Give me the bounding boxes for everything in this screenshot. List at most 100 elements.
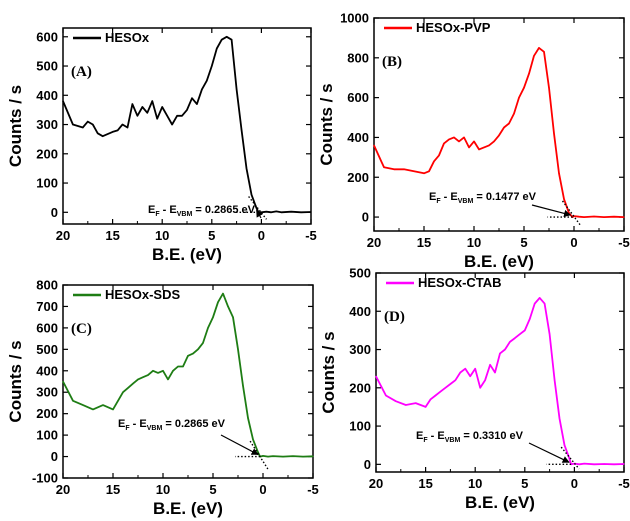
x-axis-title: B.E. (eV) [465,493,535,512]
data-point [478,148,480,150]
data-point [484,379,486,381]
data-point [182,365,184,368]
data-point [147,374,149,376]
data-point [310,211,312,213]
data-point [232,316,234,318]
annotation-e: E [416,430,423,442]
data-point [267,455,269,458]
data-point [623,216,625,218]
data-point [518,97,520,99]
data-point [82,126,84,129]
data-point [383,166,385,168]
x-tick-label: 10 [156,482,170,497]
data-point [474,368,476,370]
annotation-dash: - E [441,191,458,203]
x-tick-label: 5 [208,228,215,243]
y-tick-label: 500 [36,59,58,74]
data-point [152,370,154,372]
y-tick-label: 200 [36,146,58,161]
annotation-f: F [125,425,130,432]
y-tick-label: 400 [36,363,58,378]
data-point [513,112,515,115]
extrapolation-line [560,446,580,470]
x-axis-title: B.E. (eV) [153,499,223,518]
data-point [463,136,465,139]
y-tick-label: 1000 [340,11,369,26]
y-tick-label: 100 [349,419,371,434]
data-point [181,115,183,117]
y-tick-label: 600 [36,29,58,44]
y-tick-label: 0 [364,457,371,472]
annotation-arrow [256,209,263,219]
data-point [112,408,114,410]
data-point [448,138,450,141]
data-point [583,216,585,218]
panel-label: (A) [71,64,92,80]
annotation-arrow [220,434,259,456]
x-tick-label: 0 [570,235,577,250]
y-tick-label: 200 [349,380,371,395]
annotation-dash: - E [428,430,445,442]
data-point [613,463,615,465]
y-tick-label: 400 [36,88,58,103]
annotation-e: E [118,418,125,430]
data-point [385,394,387,397]
chart-panel: 20 15 10 5 0 -5 0 100 200 300 400 500 B.E. (eV) Count… [319,266,630,513]
spectrum-line [62,292,314,458]
data-point [623,463,625,465]
data-point [373,144,375,147]
data-point [483,146,485,148]
x-tick-label: 5 [520,235,527,250]
data-point [504,348,506,351]
data-point [593,215,595,218]
data-point [97,132,99,134]
data-point [260,211,262,213]
data-point [201,88,203,91]
data-point [508,122,510,125]
data-point [583,462,585,465]
data-point [443,142,445,145]
legend-label: HESOx-PVP [416,20,491,35]
x-tick-label: 10 [468,476,482,491]
annotation-f: F [155,211,160,218]
y-tick-label: 200 [36,406,58,421]
annotation-dash: - E [130,418,147,430]
data-point [459,371,461,374]
chart-panel: 20 15 10 5 0 -5 0 200 400 600 800 1000 B.E. (eV) Coun… [317,11,630,272]
annotation-value: = 0.3310 eV [460,430,523,442]
data-point [494,371,496,374]
vbm-annotation: EF - EVBM = 0.1477 eV [429,191,537,205]
data-point [423,172,425,174]
data-point [240,129,243,131]
data-point [187,355,189,357]
data-point [237,348,239,350]
data-point [498,134,500,137]
data-point [126,126,129,129]
vbm-annotation: EF - EVBM = 0.3310 eV [416,430,524,444]
data-point [131,103,134,105]
spectrum-line [62,35,312,214]
x-tick-label: -5 [618,476,630,491]
annotation-vbm: VBM [147,425,163,432]
data-point [176,115,178,117]
x-axis-title: B.E. (eV) [464,252,534,271]
data-point [262,455,264,457]
x-tick-label: 15 [418,476,432,491]
data-point [543,51,545,53]
data-point [499,352,501,354]
data-point [453,136,455,139]
extrapolation-line [561,200,582,226]
x-tick-label: 10 [467,235,481,250]
data-point [92,408,94,410]
y-tick-label: 100 [36,176,58,191]
data-point [112,131,114,133]
y-tick-label: -100 [32,471,58,486]
x-axis-title: B.E. (eV) [152,245,222,264]
data-point [142,376,144,378]
data-point [87,121,89,123]
x-tick-label: -5 [307,482,319,497]
data-point [538,47,540,49]
data-point [191,97,193,99]
data-point [117,400,119,402]
